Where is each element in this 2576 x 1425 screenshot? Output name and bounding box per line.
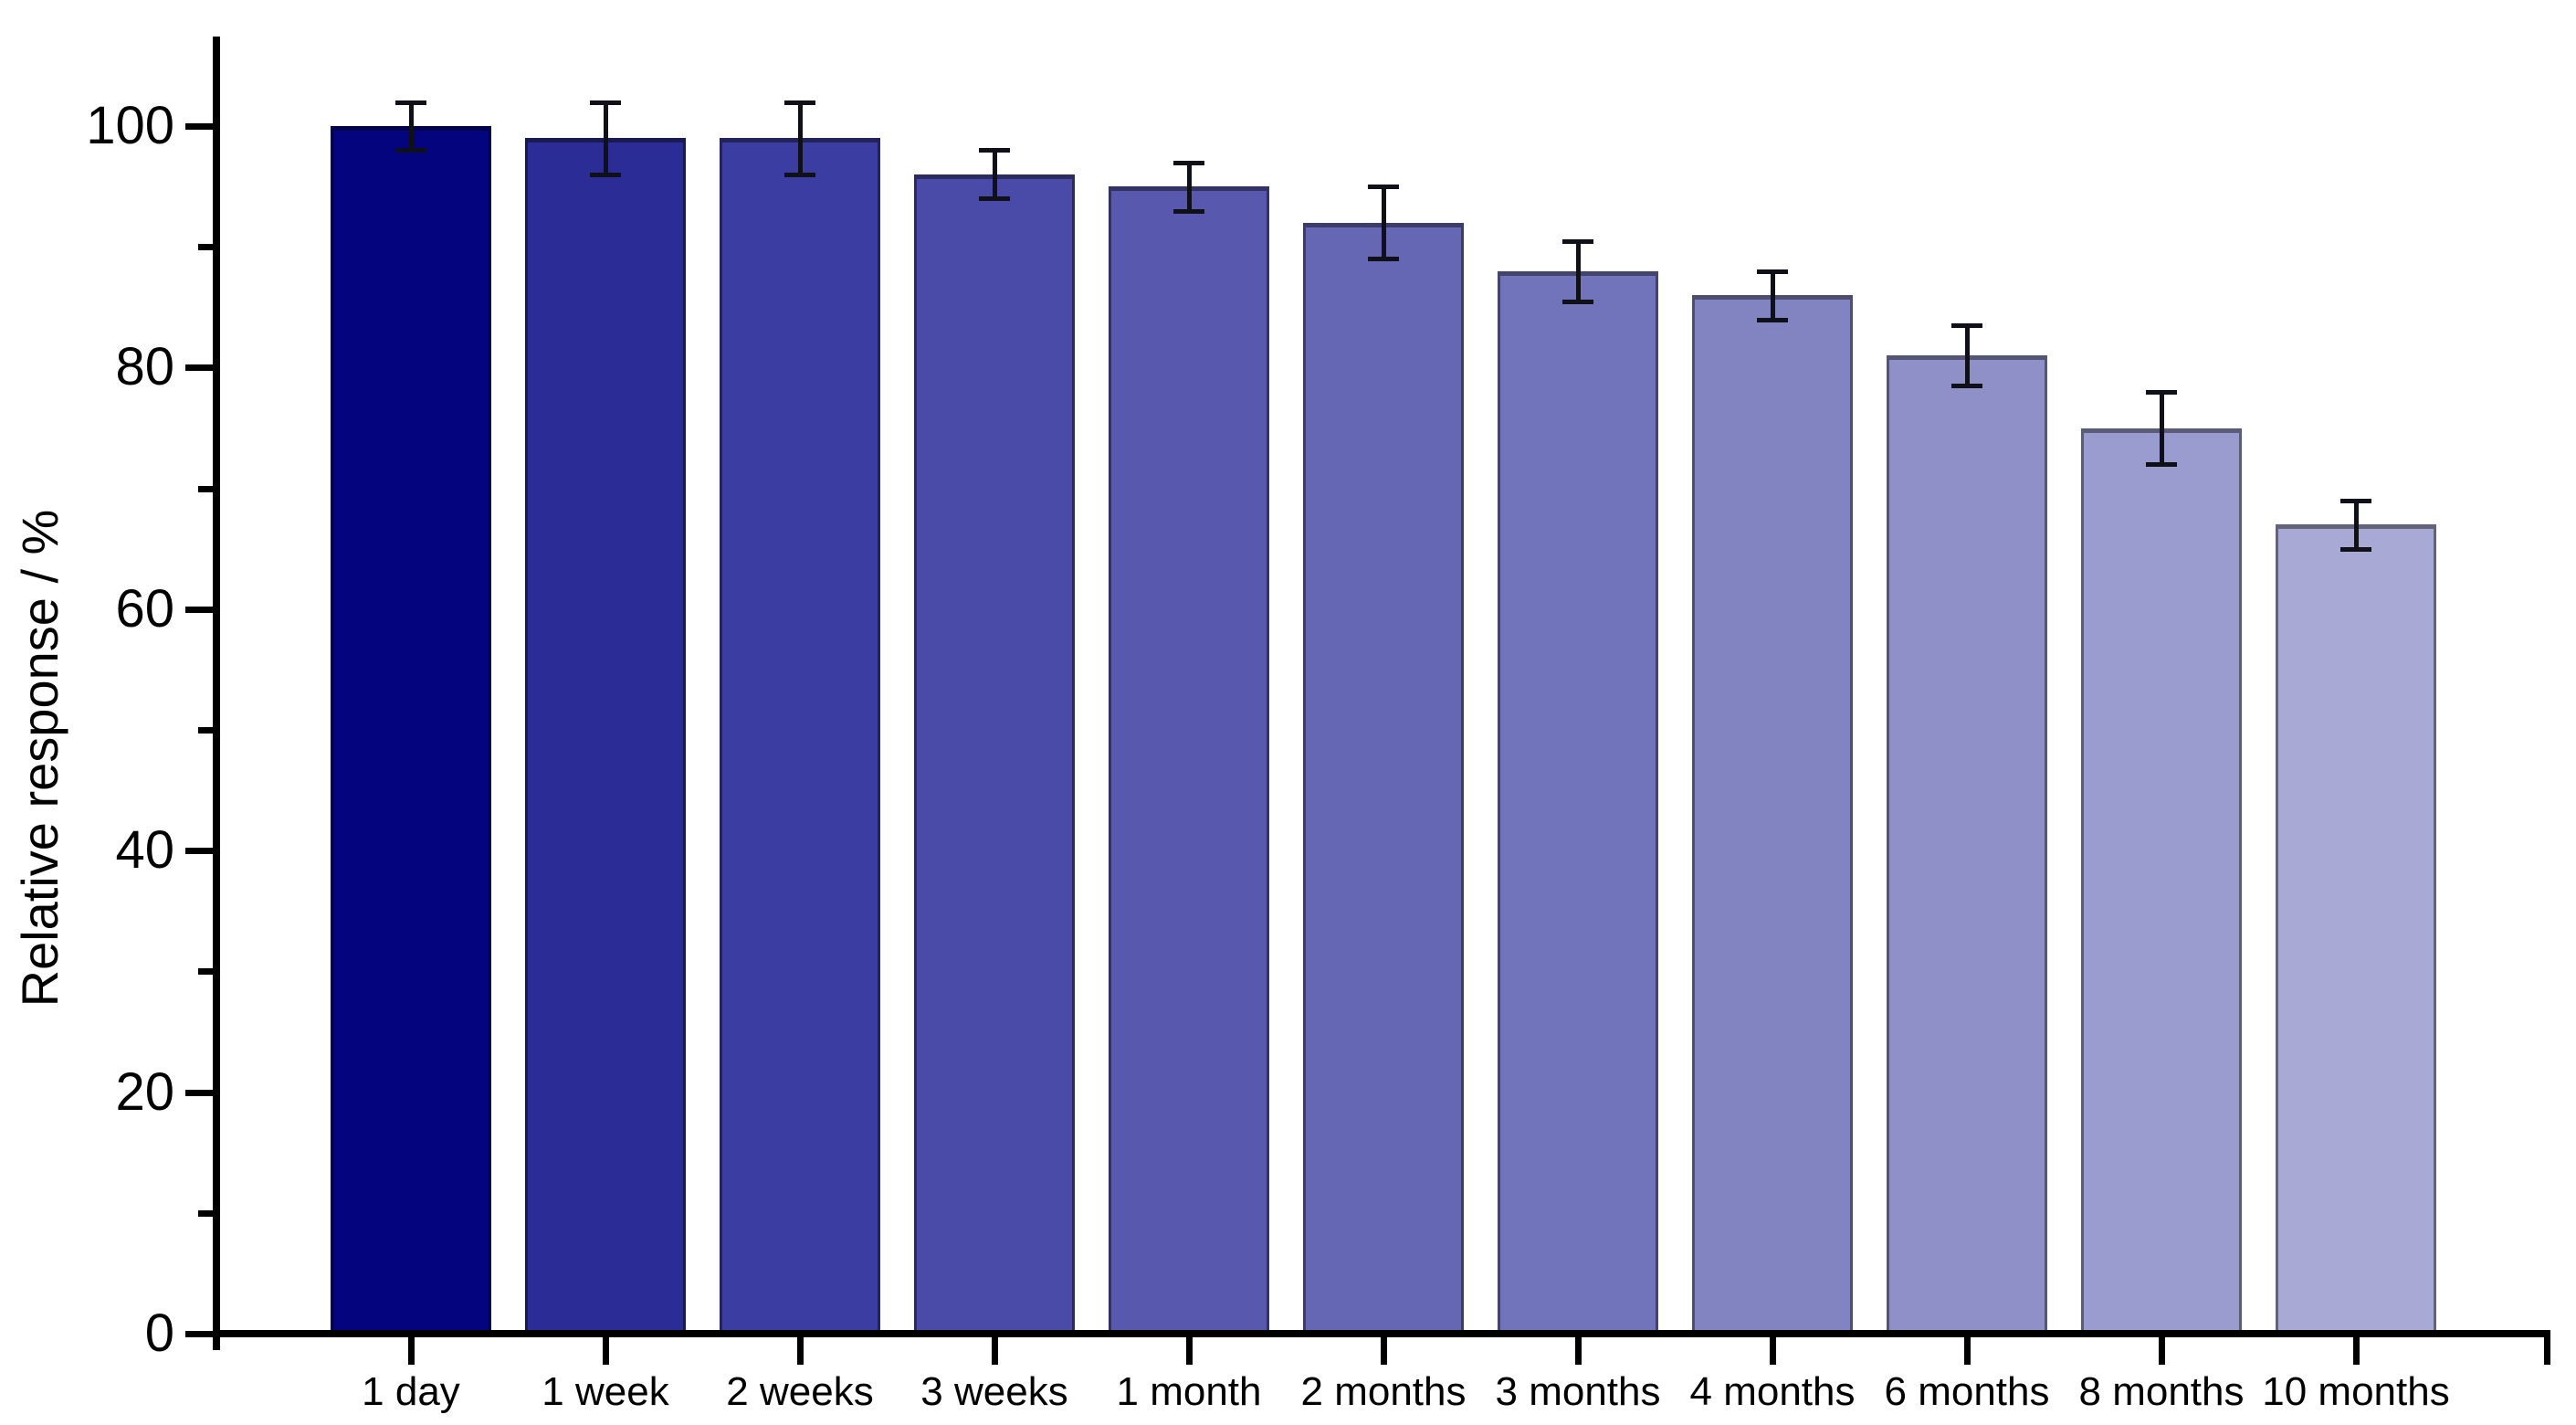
error-bar-line	[798, 101, 803, 174]
x-tick-label: 6 months	[1884, 1369, 2050, 1414]
y-axis-minor-tick	[198, 244, 213, 251]
x-axis-tick	[992, 1334, 998, 1365]
error-bar-cap-top	[784, 100, 815, 105]
x-tick-label: 1 week	[541, 1369, 669, 1414]
bar	[720, 138, 880, 1334]
error-bar-cap-top	[1951, 323, 1982, 329]
error-bar-line	[2354, 500, 2359, 549]
error-bar-cap-top	[979, 148, 1010, 153]
error-bar-cap-top	[395, 100, 426, 105]
bar	[2276, 524, 2436, 1334]
x-axis-tick	[408, 1334, 415, 1365]
y-axis-major-tick	[185, 123, 213, 130]
error-bar-cap-bottom	[590, 172, 621, 177]
error-bar-cap-bottom	[1757, 317, 1788, 322]
y-axis-major-tick	[185, 1331, 213, 1337]
y-tick-label: 100	[86, 96, 174, 155]
x-axis-tick	[2159, 1334, 2165, 1365]
x-axis-tick	[2353, 1334, 2360, 1365]
y-tick-label: 0	[144, 1304, 174, 1363]
y-axis-major-tick	[185, 848, 213, 855]
y-axis-line	[213, 37, 220, 1350]
error-bar-line	[604, 101, 608, 174]
x-tick-label: 1 day	[362, 1369, 460, 1414]
error-bar-line	[1576, 240, 1581, 301]
y-tick-label: 80	[115, 337, 174, 397]
error-bar-cap-top	[2340, 498, 2371, 503]
x-tick-label: 2 weeks	[726, 1369, 874, 1414]
bar	[1887, 355, 2047, 1334]
error-bar-cap-bottom	[1173, 208, 1204, 214]
x-axis-line	[213, 1330, 2550, 1337]
x-axis-tick	[1186, 1334, 1193, 1365]
error-bar-cap-bottom	[979, 196, 1010, 202]
bar	[1109, 186, 1269, 1334]
error-bar-line	[993, 150, 997, 199]
bar	[1692, 295, 1853, 1334]
x-tick-label: 4 months	[1689, 1369, 1856, 1414]
error-bar-cap-bottom	[1951, 384, 1982, 389]
x-tick-label: 1 month	[1116, 1369, 1262, 1414]
x-axis-tick	[797, 1334, 804, 1365]
x-axis-tick	[603, 1334, 609, 1365]
error-bar-line	[409, 101, 414, 151]
y-axis-minor-tick	[198, 968, 213, 976]
error-bar-cap-top	[1757, 269, 1788, 274]
bar	[525, 138, 686, 1334]
error-bar-line	[2160, 391, 2164, 465]
y-axis-major-tick	[185, 1089, 213, 1096]
bar	[2081, 428, 2242, 1334]
bar	[914, 174, 1075, 1334]
x-tick-label: 2 months	[1300, 1369, 1467, 1414]
error-bar-cap-top	[1368, 185, 1399, 190]
bar	[1498, 270, 1658, 1334]
error-bar-cap-bottom	[784, 172, 815, 177]
error-bar-line	[1965, 325, 1970, 386]
error-bar-cap-bottom	[2146, 462, 2177, 468]
error-bar-cap-bottom	[395, 148, 426, 153]
x-tick-label: 3 weeks	[920, 1369, 1068, 1414]
y-tick-label: 40	[115, 820, 174, 881]
error-bar-line	[1382, 186, 1386, 259]
error-bar-cap-bottom	[1562, 299, 1593, 304]
error-bar-line	[1771, 270, 1775, 320]
x-tick-label: 10 months	[2262, 1369, 2450, 1414]
y-axis-minor-tick	[198, 727, 213, 734]
x-tick-label: 8 months	[2078, 1369, 2245, 1414]
error-bar-cap-top	[590, 100, 621, 105]
y-axis-major-tick	[185, 364, 213, 372]
x-axis-tick	[1381, 1334, 1387, 1365]
x-axis-tick	[1575, 1334, 1582, 1365]
y-axis-minor-tick	[198, 485, 213, 492]
bar	[331, 126, 491, 1334]
y-axis-minor-tick	[198, 1209, 213, 1217]
error-bar-cap-top	[1173, 160, 1204, 165]
x-axis-tick	[1964, 1334, 1971, 1365]
error-bar-cap-top	[1562, 238, 1593, 244]
x-tick-label: 3 months	[1495, 1369, 1661, 1414]
y-tick-label: 20	[115, 1061, 174, 1122]
error-bar-cap-top	[2146, 389, 2177, 395]
error-bar-line	[1187, 162, 1192, 211]
x-axis-tick	[1770, 1334, 1776, 1365]
error-bar-cap-bottom	[1368, 257, 1399, 262]
bar	[1303, 222, 1464, 1334]
y-axis-major-tick	[185, 606, 213, 613]
error-bar-cap-bottom	[2340, 546, 2371, 552]
x-axis-end-tick	[2544, 1334, 2550, 1365]
y-tick-label: 60	[115, 578, 174, 639]
